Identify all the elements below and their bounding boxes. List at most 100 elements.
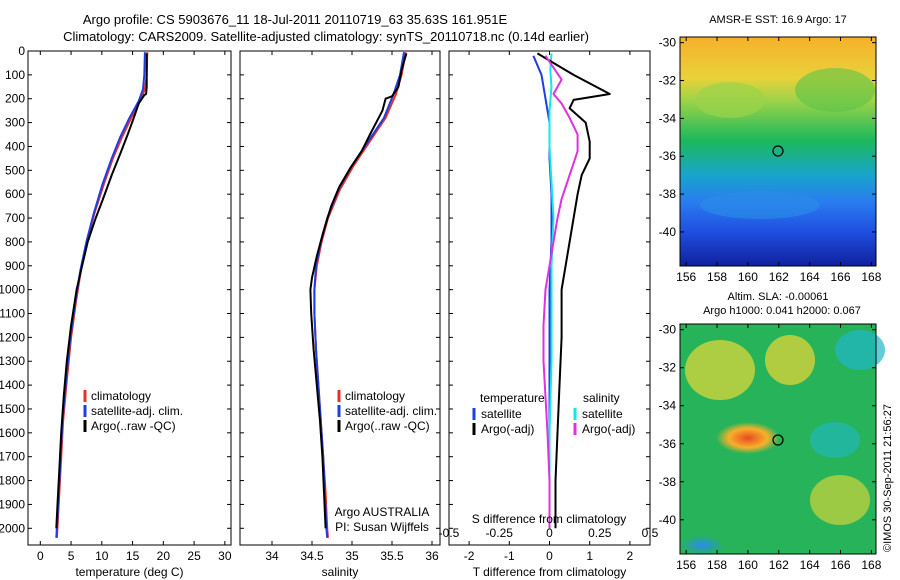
sst_map-lat-label: -38: [659, 187, 677, 201]
temperature-legend-label: Argo(..raw -QC): [91, 419, 176, 433]
temperature-xtick-label: 15: [126, 549, 140, 563]
sla-map-title-line1: Altim. SLA: -0.00061: [728, 291, 829, 303]
depth-tick-label: 1400: [0, 378, 25, 392]
sla_map-lon-label: 166: [830, 558, 850, 572]
depth-tick-label: 800: [5, 235, 25, 249]
salinity-panel: 34 34.5 35 35.5 36 salinity climatologysatelli…: [239, 50, 441, 579]
argo-program-label: Argo AUSTRALIA: [335, 505, 430, 519]
sst_map-lon-label: 168: [861, 270, 881, 284]
sla_map-lon-label: 164: [800, 558, 820, 572]
temperature-xtick-label: 10: [95, 549, 109, 563]
temperature-series-argo-raw-qc-: [55, 53, 148, 529]
differences-xtick-label: 0: [546, 549, 553, 563]
sla_map-lon-label: 162: [769, 558, 789, 572]
sla-yellow-patch-2: [765, 335, 815, 385]
figure-title: Argo profile: CS 5903676_11 18-Jul-2011 …: [83, 12, 508, 27]
sla-yellow-patch-3: [810, 475, 870, 525]
salinity-legend-label: climatology: [345, 389, 405, 403]
depth-tick-label: 900: [5, 259, 25, 273]
sst_map-lat-label: -30: [659, 36, 677, 50]
sst-map-axes: 156 158 160 162 164 166 168 -30 -32 -34 -36 -38 -40: [659, 36, 882, 284]
depth-tick-label: 2000: [0, 521, 25, 535]
differences-xtick-label: -1: [504, 549, 515, 563]
sla-yellow-patch-1: [685, 340, 755, 400]
sst_map-lat-label: -32: [659, 74, 677, 88]
sla-map-title-line2: Argo h1000: 0.041 h2000: 0.067: [703, 305, 861, 317]
differences-xlabel: T difference from climatology: [473, 565, 627, 579]
sst-warm-patch: [695, 82, 765, 118]
diff-salinity-axis-title: S difference from climatology: [472, 512, 627, 526]
sla_map-lat-label: -36: [659, 437, 677, 451]
depth-tick-label: 100: [5, 68, 25, 82]
sla_map-lat-label: -40: [659, 513, 677, 527]
sst_map-lon-label: 156: [676, 270, 696, 284]
temperature-xtick-label: 30: [218, 549, 232, 563]
diff-legend-temperature-title: temperature: [480, 391, 545, 405]
imos-timestamp: ©IMOS 30-Sep-2011 21:56:27: [882, 404, 894, 552]
sst_map-lon-label: 158: [707, 270, 727, 284]
temperature-legend-label: satellite-adj. clim.: [91, 404, 183, 418]
salinity-xtick-label: 34: [265, 549, 279, 563]
depth-tick-label: 1300: [0, 354, 25, 368]
depth-tick-label: 1800: [0, 474, 25, 488]
temperature-xtick-label: 25: [187, 549, 201, 563]
sst-cool-patch: [795, 68, 875, 112]
sst-map: AMSR-E SST: 16.9 Argo: 17 156 158 160 162 16…: [659, 14, 882, 284]
diff-legend-temp-label: Argo(-adj): [481, 422, 534, 436]
sst-band: [700, 191, 820, 219]
diff-salinity-tick-label: 0.25: [588, 526, 612, 540]
sst_map-lon-label: 164: [800, 270, 820, 284]
differences-series-argo-adj-: [542, 55, 579, 529]
depth-tick-label: 1000: [0, 283, 25, 297]
diff-salinity-tick-label: -0.5: [439, 526, 460, 540]
differences-xtick-label: 1: [586, 549, 593, 563]
sla_map-lon-label: 160: [738, 558, 758, 572]
differences-series-satellite: [548, 53, 555, 529]
difference-panel: -2 -1 0 1 2T difference from climatology temp…: [439, 50, 659, 579]
sla_map-lat-label: -30: [659, 323, 677, 337]
salinity-legend-label: Argo(..raw -QC): [345, 419, 430, 433]
salinity-xtick-label: 35: [345, 549, 359, 563]
sla-cold-eddy: [680, 535, 724, 555]
sla_map-lat-label: -38: [659, 475, 677, 489]
depth-tick-label: 200: [5, 92, 25, 106]
sla_map-lon-label: 168: [861, 558, 881, 572]
salinity-axes-frame: [239, 50, 441, 546]
sla-cyan-patch-1: [835, 330, 885, 370]
salinity-xlabel: salinity: [322, 565, 359, 579]
sst_map-lat-label: -36: [659, 149, 677, 163]
temperature-xtick-label: 20: [157, 549, 171, 563]
sst-argo-marker: [772, 145, 784, 157]
depth-tick-label: 1900: [0, 497, 25, 511]
sla_map-lat-label: -34: [659, 399, 677, 413]
sla-cyan-patch-2: [810, 422, 860, 458]
sst-map-frame: [679, 36, 877, 267]
diff-legend-sal-label: satellite: [582, 407, 623, 421]
sla-argo-marker: [772, 434, 784, 446]
salinity-xtick-label: 36: [425, 549, 439, 563]
differences-xtick-label: -2: [464, 549, 475, 563]
sst_map-lon-label: 162: [769, 270, 789, 284]
depth-tick-label: 600: [5, 187, 25, 201]
salinity-xtick-label: 34.5: [300, 549, 324, 563]
salinity-series-argo-raw-qc-: [309, 53, 408, 529]
diff-salinity-tick-label: 0.5: [642, 526, 659, 540]
depth-tick-label: 700: [5, 211, 25, 225]
depth-tick-label: 300: [5, 116, 25, 130]
sst_map-lat-label: -34: [659, 111, 677, 125]
sla-map: Altim. SLA: -0.00061 Argo h1000: 0.041 h…: [659, 291, 885, 572]
sst_map-lat-label: -40: [659, 225, 677, 239]
figure-subtitle: Climatology: CARS2009. Satellite-adjuste…: [63, 29, 589, 44]
salinity-legend-label: satellite-adj. clim.: [345, 404, 437, 418]
differences-xtick-label: 2: [627, 549, 634, 563]
depth-tick-label: 1200: [0, 330, 25, 344]
depth-tick-label: 400: [5, 139, 25, 153]
pi-name-label: PI: Susan Wijffels: [335, 520, 429, 534]
depth-tick-label: 1100: [0, 307, 25, 321]
depth-tick-label: 0: [18, 44, 25, 58]
sla-map-frame: [679, 323, 877, 555]
depth-tick-label: 1600: [0, 426, 25, 440]
temperature-legend-label: climatology: [91, 389, 151, 403]
temperature-xlabel: temperature (deg C): [75, 565, 183, 579]
